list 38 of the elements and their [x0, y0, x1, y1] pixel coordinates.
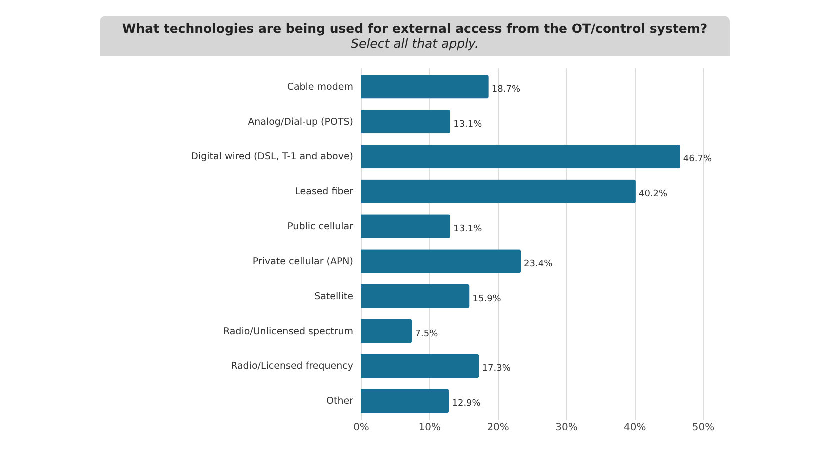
y-tick-label: Private cellular (APN)	[252, 256, 354, 268]
y-tick-label: Cable modem	[287, 82, 354, 93]
x-tick-label: 50%	[692, 422, 715, 434]
bar	[361, 250, 522, 274]
chart-subtitle: Select all that apply.	[350, 36, 480, 51]
data-label: 7.5%	[415, 329, 439, 340]
y-tick-label: Analog/Dial-up (POTS)	[248, 116, 354, 128]
bar	[361, 74, 489, 99]
y-tick-label: Leased fiber	[295, 186, 354, 198]
y-tick-label: Public cellular	[288, 222, 354, 233]
data-label: 13.1%	[454, 224, 483, 235]
data-label: 18.7%	[492, 84, 521, 95]
y-tick-label: Satellite	[314, 291, 354, 302]
x-tick-label: 40%	[624, 422, 646, 434]
data-label: 15.9%	[472, 294, 502, 304]
data-label: 13.1%	[454, 120, 483, 130]
y-tick-label: Radio/Unlicensed spectrum	[223, 326, 354, 338]
x-tick-label: 20%	[487, 422, 510, 434]
bar	[361, 214, 451, 238]
x-tick-label: 30%	[556, 422, 578, 434]
chart-title: What technologies are being used for external access from the OT/control system?	[121, 21, 709, 36]
data-label: 46.7%	[683, 154, 712, 165]
y-tick-label: Digital wired (DSL, T-1 and above)	[191, 152, 354, 163]
y-tick-label: Radio/Licensed frequency	[231, 361, 354, 372]
x-tick-label: 10%	[418, 422, 442, 434]
bar	[361, 144, 680, 169]
data-label: 23.4%	[524, 259, 554, 270]
y-tick-label: Other	[326, 396, 354, 408]
bar	[361, 284, 470, 308]
x-tick-label: 0%	[354, 422, 370, 434]
data-label: 40.2%	[638, 190, 668, 200]
bar	[361, 354, 480, 378]
bar	[361, 319, 412, 344]
data-label: 17.3%	[482, 364, 512, 374]
bar	[361, 180, 636, 204]
data-label: 12.9%	[452, 399, 482, 410]
bar	[361, 110, 451, 134]
bar	[361, 389, 450, 414]
